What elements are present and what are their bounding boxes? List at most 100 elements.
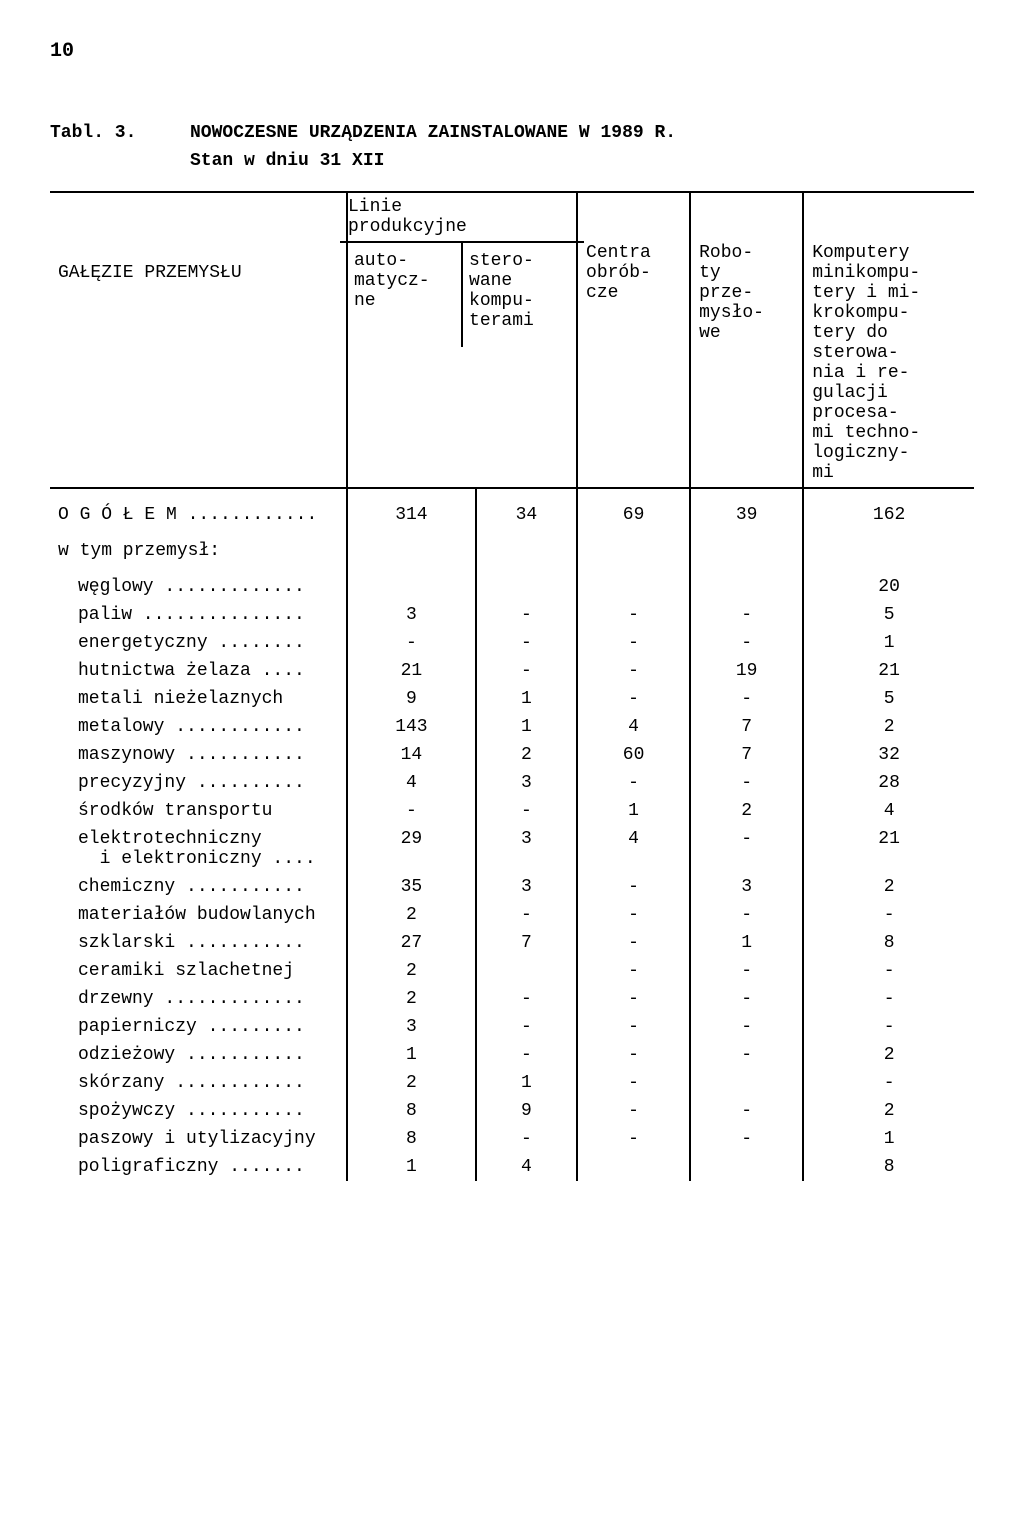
cell: 21 (347, 657, 476, 685)
cell: 4 (476, 1153, 577, 1181)
cell: - (476, 629, 577, 657)
cell: - (690, 901, 803, 929)
row-label: hutnictwa żelaza .... (50, 657, 347, 685)
cell: 2 (803, 873, 974, 901)
cell: - (476, 797, 577, 825)
cell: 9 (347, 685, 476, 713)
cell: - (577, 929, 690, 957)
cell: 2 (347, 985, 476, 1013)
cell: - (577, 901, 690, 929)
row-label: w tym przemysł: (50, 533, 347, 573)
header-auto: auto- matycz- ne (348, 243, 463, 347)
cell: 1 (690, 929, 803, 957)
cell: - (803, 985, 974, 1013)
cell (476, 573, 577, 601)
header-roboty: Robo- ty prze- mysło- we (690, 192, 803, 488)
row-label: szklarski ........... (50, 929, 347, 957)
cell: 3 (476, 825, 577, 873)
cell: 2 (476, 741, 577, 769)
cell: - (690, 985, 803, 1013)
row-label: skórzany ............ (50, 1069, 347, 1097)
row-label: paliw ............... (50, 601, 347, 629)
cell: 2 (690, 797, 803, 825)
cell: - (476, 985, 577, 1013)
cell: 3 (476, 769, 577, 797)
cell: - (577, 1041, 690, 1069)
cell: - (577, 985, 690, 1013)
cell: 1 (347, 1153, 476, 1181)
cell: 2 (347, 1069, 476, 1097)
cell: 28 (803, 769, 974, 797)
cell: 2 (803, 1097, 974, 1125)
cell: 1 (476, 1069, 577, 1097)
cell: 3 (690, 873, 803, 901)
cell: 3 (347, 1013, 476, 1041)
row-label: materiałów budowlanych (50, 901, 347, 929)
cell: - (803, 957, 974, 985)
cell: - (476, 901, 577, 929)
row-label: O G Ó Ł E M ............ (50, 488, 347, 533)
table-title: NOWOCZESNE URZĄDZENIA ZAINSTALOWANE W 19… (190, 123, 974, 143)
row-label: środków transportu (50, 797, 347, 825)
cell: - (690, 825, 803, 873)
cell: - (803, 1013, 974, 1041)
cell: - (803, 901, 974, 929)
cell: - (690, 1013, 803, 1041)
cell: - (577, 629, 690, 657)
header-branch: GAŁĘZIE PRZEMYSŁU (50, 192, 347, 488)
cell (476, 957, 577, 985)
table-title-row: Tabl. 3. NOWOCZESNE URZĄDZENIA ZAINSTALO… (50, 123, 974, 143)
table-row: metalowy ............1431472 (50, 713, 974, 741)
cell: - (577, 769, 690, 797)
cell: 32 (803, 741, 974, 769)
row-label: elektrotechniczny i elektroniczny .... (50, 825, 347, 873)
table-row-subhead: w tym przemysł: (50, 533, 974, 573)
table-row: papierniczy .........3---- (50, 1013, 974, 1041)
row-label: odzieżowy ........... (50, 1041, 347, 1069)
cell (690, 1153, 803, 1181)
row-label: maszynowy ........... (50, 741, 347, 769)
row-label: energetyczny ........ (50, 629, 347, 657)
row-label: metalowy ............ (50, 713, 347, 741)
cell (690, 1069, 803, 1097)
cell: 27 (347, 929, 476, 957)
page-number: 10 (50, 40, 974, 63)
table-row: węglowy .............20 (50, 573, 974, 601)
cell: 1 (476, 685, 577, 713)
cell: 4 (803, 797, 974, 825)
cell: - (690, 685, 803, 713)
cell: 9 (476, 1097, 577, 1125)
header-linie-label: Linie produkcyjne (340, 193, 584, 243)
cell: - (347, 629, 476, 657)
row-label: spożywczy ........... (50, 1097, 347, 1125)
table-row-total: O G Ó Ł E M ............314346939162 (50, 488, 974, 533)
cell: - (347, 797, 476, 825)
table-row: szklarski ...........277-18 (50, 929, 974, 957)
table-row: drzewny .............2---- (50, 985, 974, 1013)
cell (690, 533, 803, 573)
cell (347, 533, 476, 573)
table-row: energetyczny ........----1 (50, 629, 974, 657)
cell: - (476, 601, 577, 629)
cell: - (577, 657, 690, 685)
cell: 5 (803, 601, 974, 629)
cell: - (476, 1041, 577, 1069)
cell: 4 (577, 825, 690, 873)
header-linie: Linie produkcyjne auto- matycz- ne stero… (347, 192, 577, 488)
cell: 20 (803, 573, 974, 601)
header-komputery: Komputery minikompu- tery i mi- krokompu… (803, 192, 974, 488)
cell: 7 (690, 741, 803, 769)
table-subtitle: Stan w dniu 31 XII (190, 151, 974, 171)
row-label: metali nieżelaznych (50, 685, 347, 713)
cell: 19 (690, 657, 803, 685)
cell: 4 (577, 713, 690, 741)
table-row: ceramiki szlachetnej2--- (50, 957, 974, 985)
cell: - (690, 1041, 803, 1069)
cell: - (690, 1097, 803, 1125)
cell: - (577, 1097, 690, 1125)
cell: 3 (347, 601, 476, 629)
cell: - (690, 769, 803, 797)
cell: 2 (803, 1041, 974, 1069)
cell (803, 533, 974, 573)
cell: - (476, 1125, 577, 1153)
